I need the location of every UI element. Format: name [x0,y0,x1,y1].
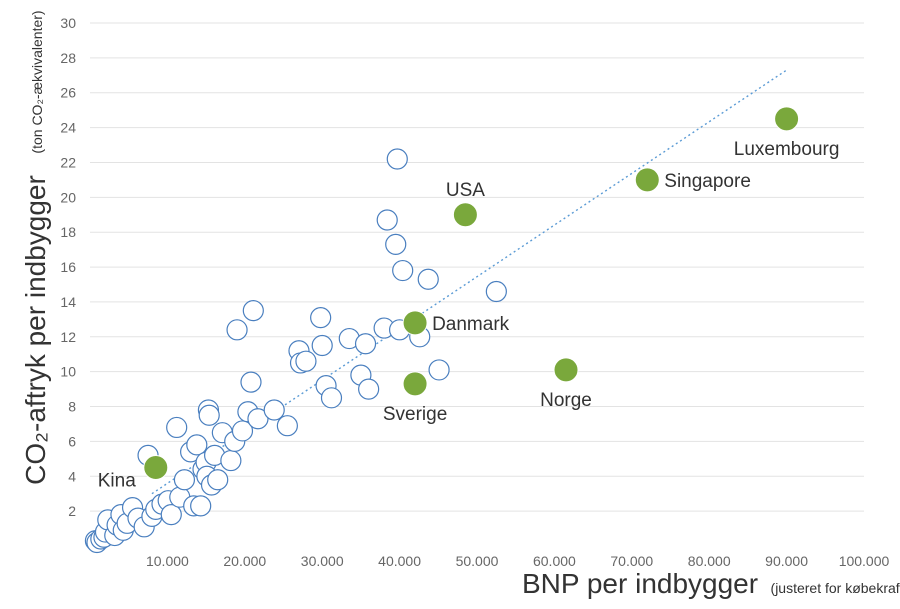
x-tick-labels: 10.000 20.000 30.000 40.000 50.000 60.000 70.0… [146,553,890,569]
data-point [186,434,208,456]
x-tick-label: 50.000 [456,553,499,569]
highlight-labels: Kina Sverige Danmark USA Norge Singapore Luxem… [98,139,840,492]
highlight-point [634,167,660,193]
data-point [166,416,188,439]
y-tick-label: 12 [60,329,76,345]
highlighted-points [143,106,800,481]
y-tick-label: 2 [68,503,76,519]
data-point [311,334,333,357]
highlight-point [402,371,428,397]
y-tick-label: 26 [60,85,76,101]
y-axis-title: CO₂-aftryk per indbygger [20,175,51,485]
y-tick-label: 28 [60,50,76,66]
data-points [84,148,507,554]
data-point [226,319,248,341]
data-point [295,350,317,372]
highlight-point [402,310,428,336]
data-point [385,233,407,256]
data-point [358,378,380,400]
x-tick-label: 40.000 [378,553,421,569]
data-point [310,307,332,329]
y-tick-label: 10 [60,364,76,380]
gridlines [90,22,864,512]
highlight-label: Norge [540,390,592,411]
x-tick-label: 60.000 [533,553,576,569]
y-tick-label: 22 [60,154,76,170]
data-point [428,359,450,381]
y-axis-note: (ton CO₂-ækvivalenter) [29,10,45,153]
y-tick-label: 16 [60,259,76,275]
x-tick-label: 80.000 [688,553,731,569]
x-axis-label: BNP per indbygger [522,568,758,599]
highlight-point [774,106,800,132]
data-point [386,148,408,170]
highlight-label: Singapore [664,171,751,192]
data-point [485,280,507,303]
x-tick-label: 20.000 [223,553,266,569]
data-point [231,420,254,442]
data-point [242,300,264,322]
data-point [276,415,298,437]
highlight-point [553,357,579,383]
data-point [320,387,343,409]
x-tick-label: 70.000 [610,553,653,569]
y-tick-label: 18 [60,224,76,240]
data-point [247,408,269,430]
highlight-label: Danmark [432,314,510,335]
highlight-point [452,202,478,228]
x-tick-label: 30.000 [301,553,344,569]
data-point [173,469,196,491]
x-axis-title: BNP per indbygger (justeret for købekraf… [522,568,900,599]
y-tick-label: 6 [68,433,76,449]
x-tick-label: 10.000 [146,553,189,569]
x-tick-label: 90.000 [765,553,808,569]
data-point [392,259,414,282]
data-point [220,449,242,472]
highlight-point [143,455,169,481]
y-tick-label: 24 [60,120,76,136]
y-tick-label: 30 [60,15,76,31]
y-tick-label: 20 [60,189,76,205]
data-point [190,495,212,517]
highlight-label: Kina [98,471,136,492]
highlight-label: USA [446,180,485,201]
highlight-label: Luxembourg [734,139,840,160]
data-point [160,504,182,526]
data-point [376,209,398,231]
data-point [240,371,262,393]
data-point [417,268,439,290]
data-point [263,399,285,421]
data-point [207,469,229,491]
y-axis-label: CO₂-aftryk per indbygger [20,175,51,485]
x-axis-note: (justeret for købekraft) [771,580,900,596]
data-point [198,404,220,426]
y-tick-label: 4 [68,468,76,484]
y-tick-label: 8 [68,399,76,415]
data-point [354,333,377,355]
trendline [151,69,787,495]
x-tick-label: 100.000 [839,553,890,569]
highlight-label: Sverige [383,404,447,425]
y-tick-label: 14 [60,294,76,310]
